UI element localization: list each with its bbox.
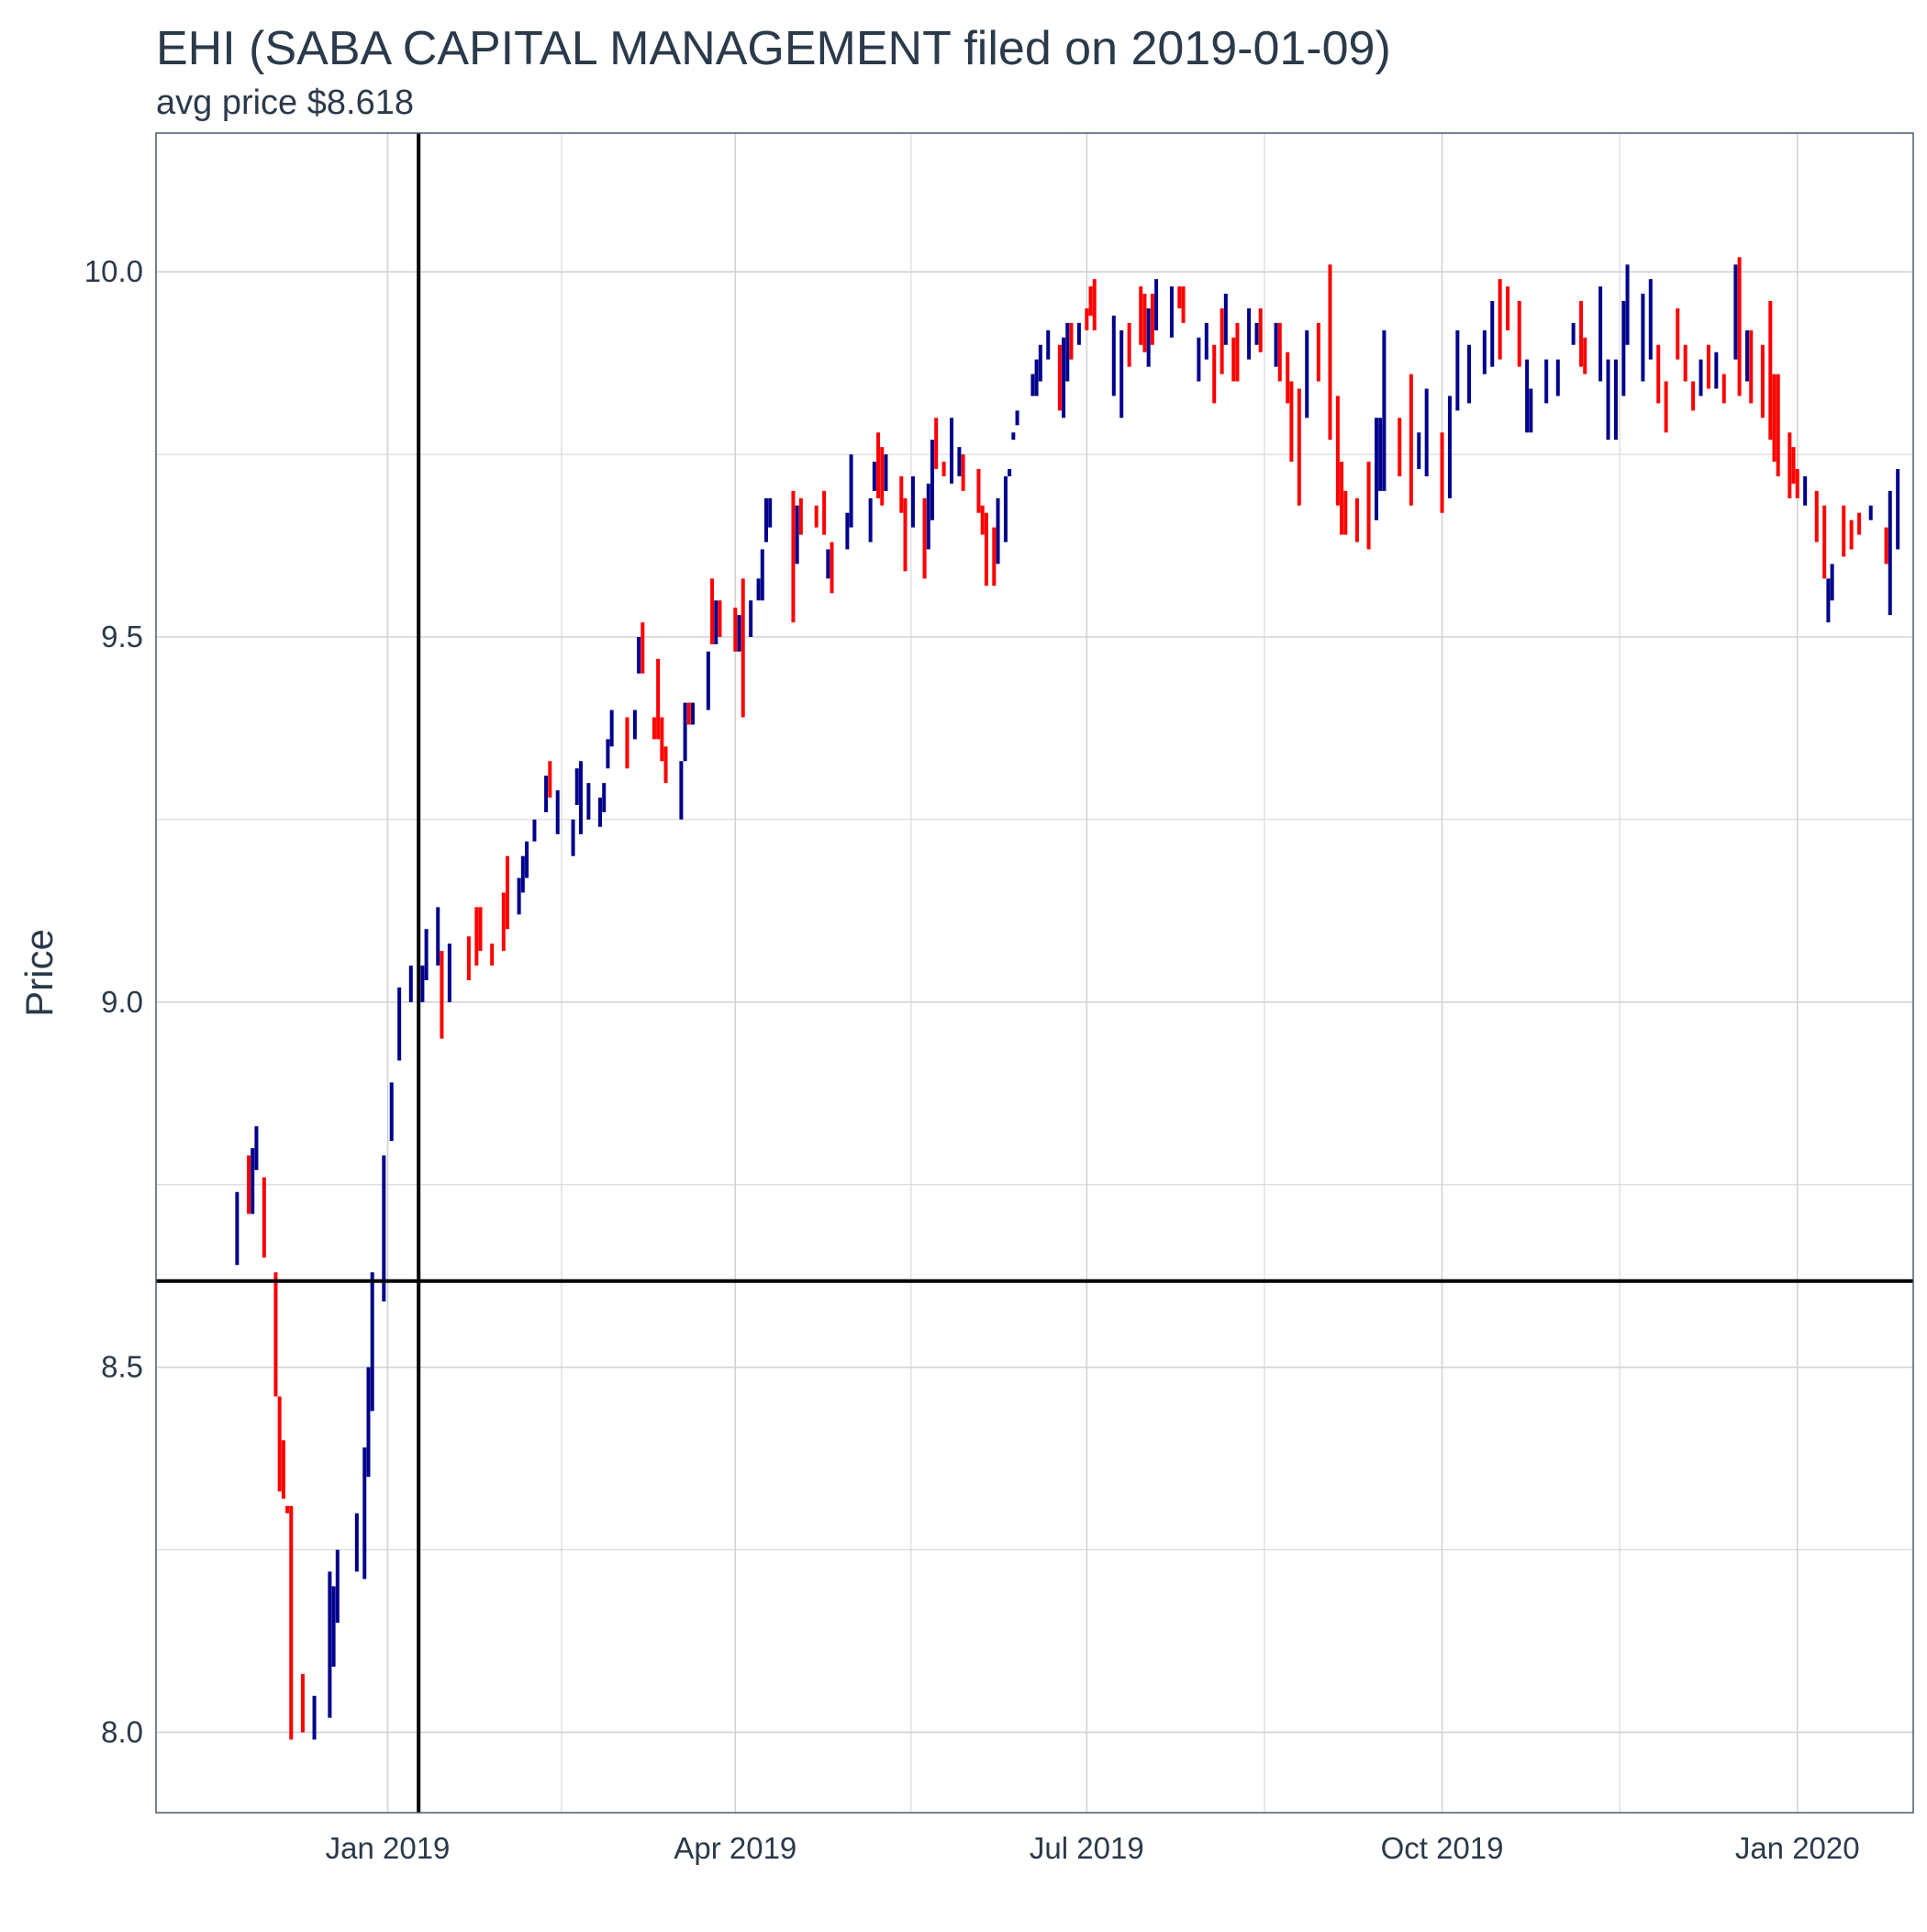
- y-tick-label: 10.0: [84, 254, 143, 288]
- x-tick-label: Apr 2019: [674, 1831, 796, 1865]
- x-tick-label: Oct 2019: [1381, 1831, 1504, 1865]
- chart-subtitle: avg price $8.618: [156, 84, 414, 122]
- x-tick-label: Jul 2019: [1030, 1831, 1144, 1865]
- y-tick-label: 8.5: [101, 1350, 143, 1384]
- y-tick-label: 8.0: [101, 1714, 143, 1748]
- y-axis-label: Price: [17, 929, 61, 1017]
- x-tick-label: Jan 2019: [326, 1831, 451, 1865]
- y-tick-label: 9.0: [101, 985, 143, 1019]
- price-bars: [235, 257, 1900, 1740]
- chart-title: EHI (SABA CAPITAL MANAGEMENT filed on 20…: [156, 22, 1391, 75]
- panel-border: [155, 132, 1914, 1814]
- tick-labels: 8.0 8.5 9.0 9.5 10.0 Jan 2019 Apr 2019 Jul 2019…: [84, 254, 1860, 1865]
- reference-lines: [156, 133, 1913, 1813]
- x-tick-label: Jan 2020: [1735, 1831, 1860, 1865]
- y-tick-label: 9.5: [101, 620, 143, 653]
